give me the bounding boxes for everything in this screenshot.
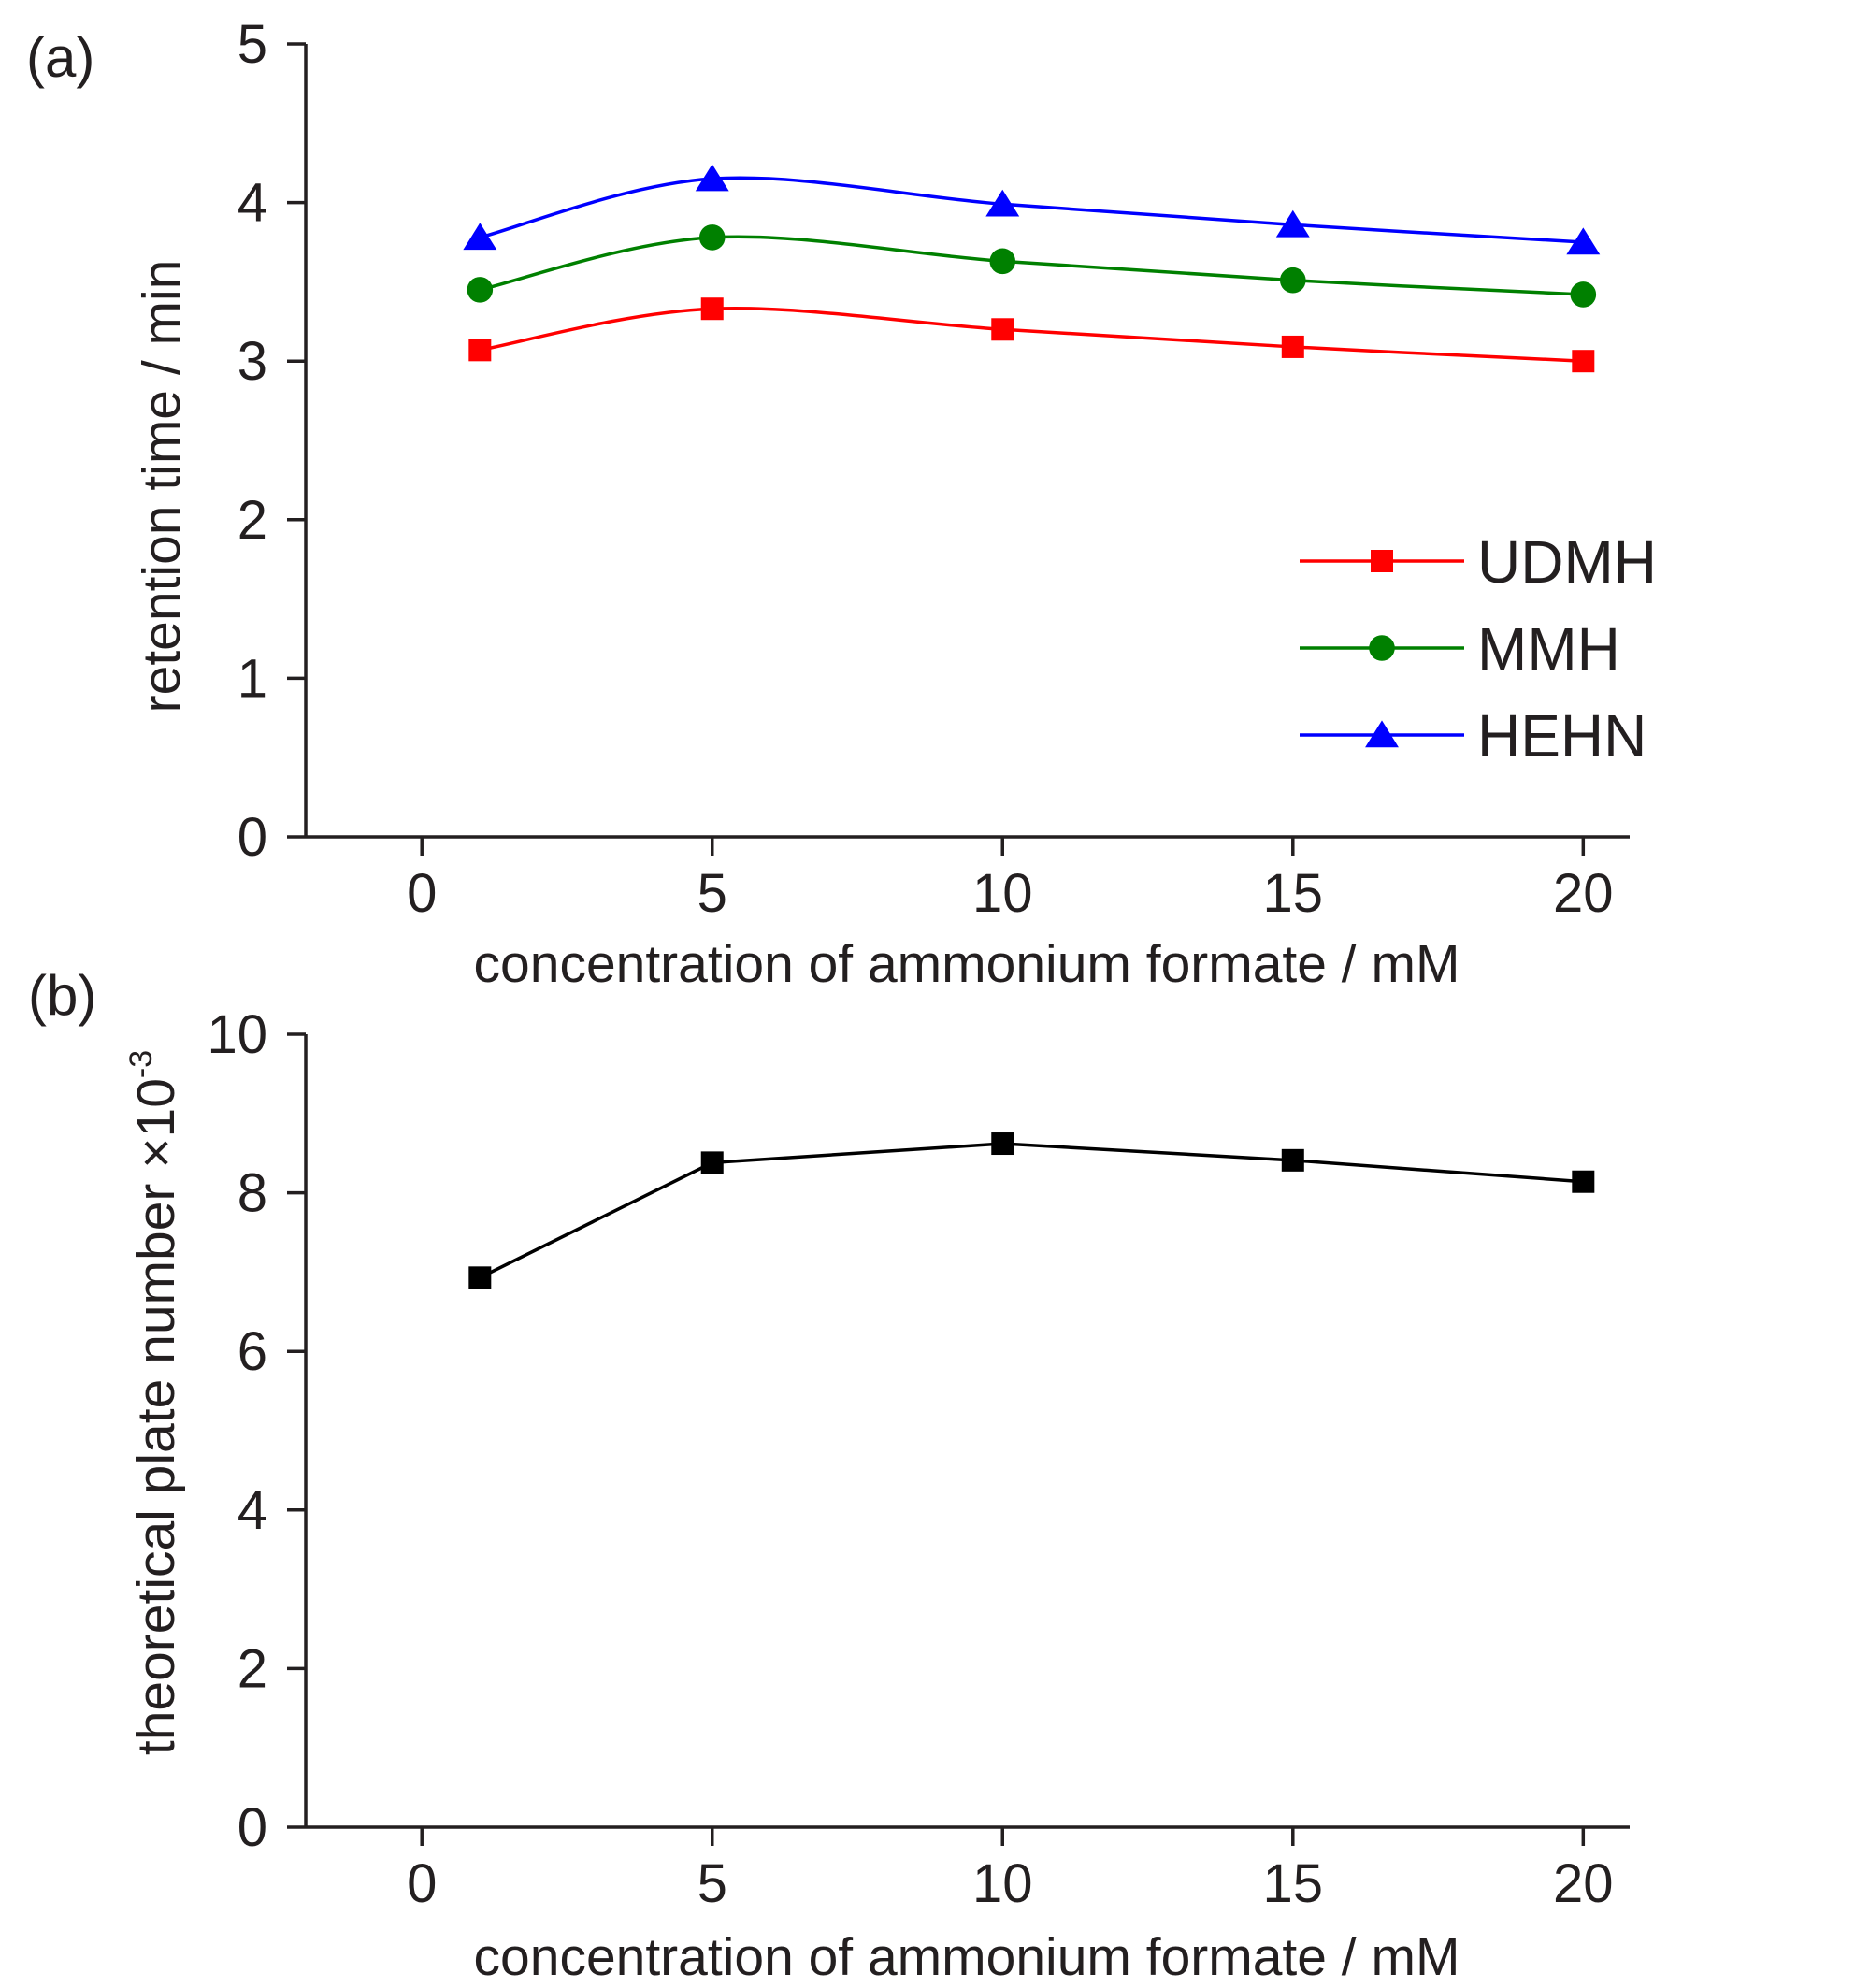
panel-a-data-point-hehn (695, 164, 729, 192)
legend-item-hehn: HEHN (1300, 702, 1646, 770)
panel-a-y-tick-label: 3 (237, 331, 267, 392)
panel-a-y-tick-label: 2 (237, 490, 267, 551)
panel-a-y-axis-title: retention time / min (132, 260, 192, 713)
panel-a-series-line-mmh (479, 235, 1584, 296)
panel-a-data-point-hehn (463, 223, 497, 251)
panel-b-axes: 0 2 4 6 8 10 0 5 10 15 20 (207, 1004, 1630, 1914)
panel-a-data-point-udmh (1572, 350, 1595, 373)
panel-a-y-tick-label: 0 (237, 807, 267, 868)
panel-a-data-point-mmh (698, 224, 726, 251)
panel-b-y-axis-title-main: theoretical plate number ×10 (126, 1078, 186, 1755)
panel-a-data-point-hehn (1275, 209, 1310, 238)
chart-panel-a: (a) retention time / min concentration o… (26, 14, 1657, 994)
panel-b-y-tick-label: 8 (237, 1163, 267, 1224)
panel-b-data-point-series-1 (468, 1266, 492, 1289)
panel-a-legend: UDMH MMH HEHN (1300, 528, 1657, 770)
panel-b-x-axis-title: concentration of ammonium formate / mM (474, 1927, 1460, 1987)
panel-a-label: (a) (26, 26, 94, 89)
panel-a-y-tick-label: 5 (237, 14, 267, 75)
panel-b-y-axis-title: theoretical plate number ×10-3 (123, 1050, 186, 1755)
panel-a-data-point-mmh (467, 277, 494, 303)
panel-b-y-axis-title-exponent: -3 (123, 1050, 159, 1078)
panel-a-data-point-udmh (991, 318, 1014, 341)
panel-a-data-point-mmh (1570, 281, 1597, 308)
panel-b-y-tick-label: 0 (237, 1797, 267, 1858)
panel-b-data-point-series-1 (1281, 1148, 1304, 1172)
panel-a-x-tick-label: 10 (972, 863, 1033, 924)
panel-a-x-tick-label: 20 (1553, 863, 1614, 924)
legend-item-udmh: UDMH (1300, 528, 1657, 596)
panel-b-series-series-1 (468, 1132, 1595, 1289)
panel-a-data-point-hehn (1566, 227, 1601, 255)
panel-b-x-tick-label: 15 (1263, 1853, 1324, 1914)
panel-a-series (463, 164, 1601, 373)
legend-marker-mmh (1369, 635, 1395, 661)
panel-b-x-tick-label: 20 (1553, 1853, 1614, 1914)
panel-b-series (468, 1132, 1595, 1289)
legend-label-udmh: UDMH (1477, 528, 1657, 596)
panel-b-y-tick-label: 10 (207, 1004, 267, 1065)
panel-a-y-tick-label: 1 (237, 648, 267, 709)
panel-a-x-tick-label: 5 (697, 863, 727, 924)
panel-a-x-tick-label: 15 (1263, 863, 1324, 924)
panel-a-series-udmh (468, 297, 1595, 373)
panel-a-axes: 0 1 2 3 4 5 0 5 10 15 20 (237, 14, 1630, 924)
panel-a-data-point-mmh (989, 248, 1016, 275)
legend-item-mmh: MMH (1300, 615, 1620, 683)
panel-b-y-tick-label: 2 (237, 1638, 267, 1699)
panel-b-y-tick-label: 4 (237, 1480, 267, 1541)
panel-a-series-line-hehn (479, 176, 1584, 244)
panel-a-y-tick-label: 4 (237, 173, 267, 234)
panel-a-series-line-udmh (480, 307, 1584, 363)
panel-a-data-point-hehn (985, 189, 1020, 217)
panel-a-series-mmh (467, 224, 1597, 308)
panel-b-data-point-series-1 (991, 1132, 1014, 1156)
panel-b-data-point-series-1 (1572, 1170, 1595, 1193)
panel-b-x-tick-label: 5 (697, 1853, 727, 1914)
panel-b-series-line-series-1 (479, 1142, 1584, 1279)
legend-marker-hehn (1365, 720, 1399, 748)
legend-label-hehn: HEHN (1477, 702, 1646, 770)
panel-a-series-hehn (463, 164, 1601, 255)
panel-b-data-point-series-1 (700, 1151, 724, 1174)
panel-b-label: (b) (28, 964, 96, 1027)
panel-b-x-tick-label: 0 (407, 1853, 437, 1914)
legend-marker-udmh (1371, 550, 1393, 572)
panel-a-data-point-udmh (468, 339, 492, 362)
chart-panel-b: (b) theoretical plate number ×10-3 conce… (28, 964, 1630, 1987)
panel-a-data-point-udmh (700, 297, 724, 321)
legend-label-mmh: MMH (1477, 615, 1620, 683)
panel-b-y-tick-label: 6 (237, 1321, 267, 1382)
panel-a-data-point-udmh (1281, 335, 1304, 358)
panel-a-data-point-mmh (1279, 267, 1306, 294)
panel-a-x-tick-label: 0 (407, 863, 437, 924)
panel-b-x-tick-label: 10 (972, 1853, 1033, 1914)
panel-a-x-axis-title: concentration of ammonium formate / mM (474, 934, 1460, 994)
